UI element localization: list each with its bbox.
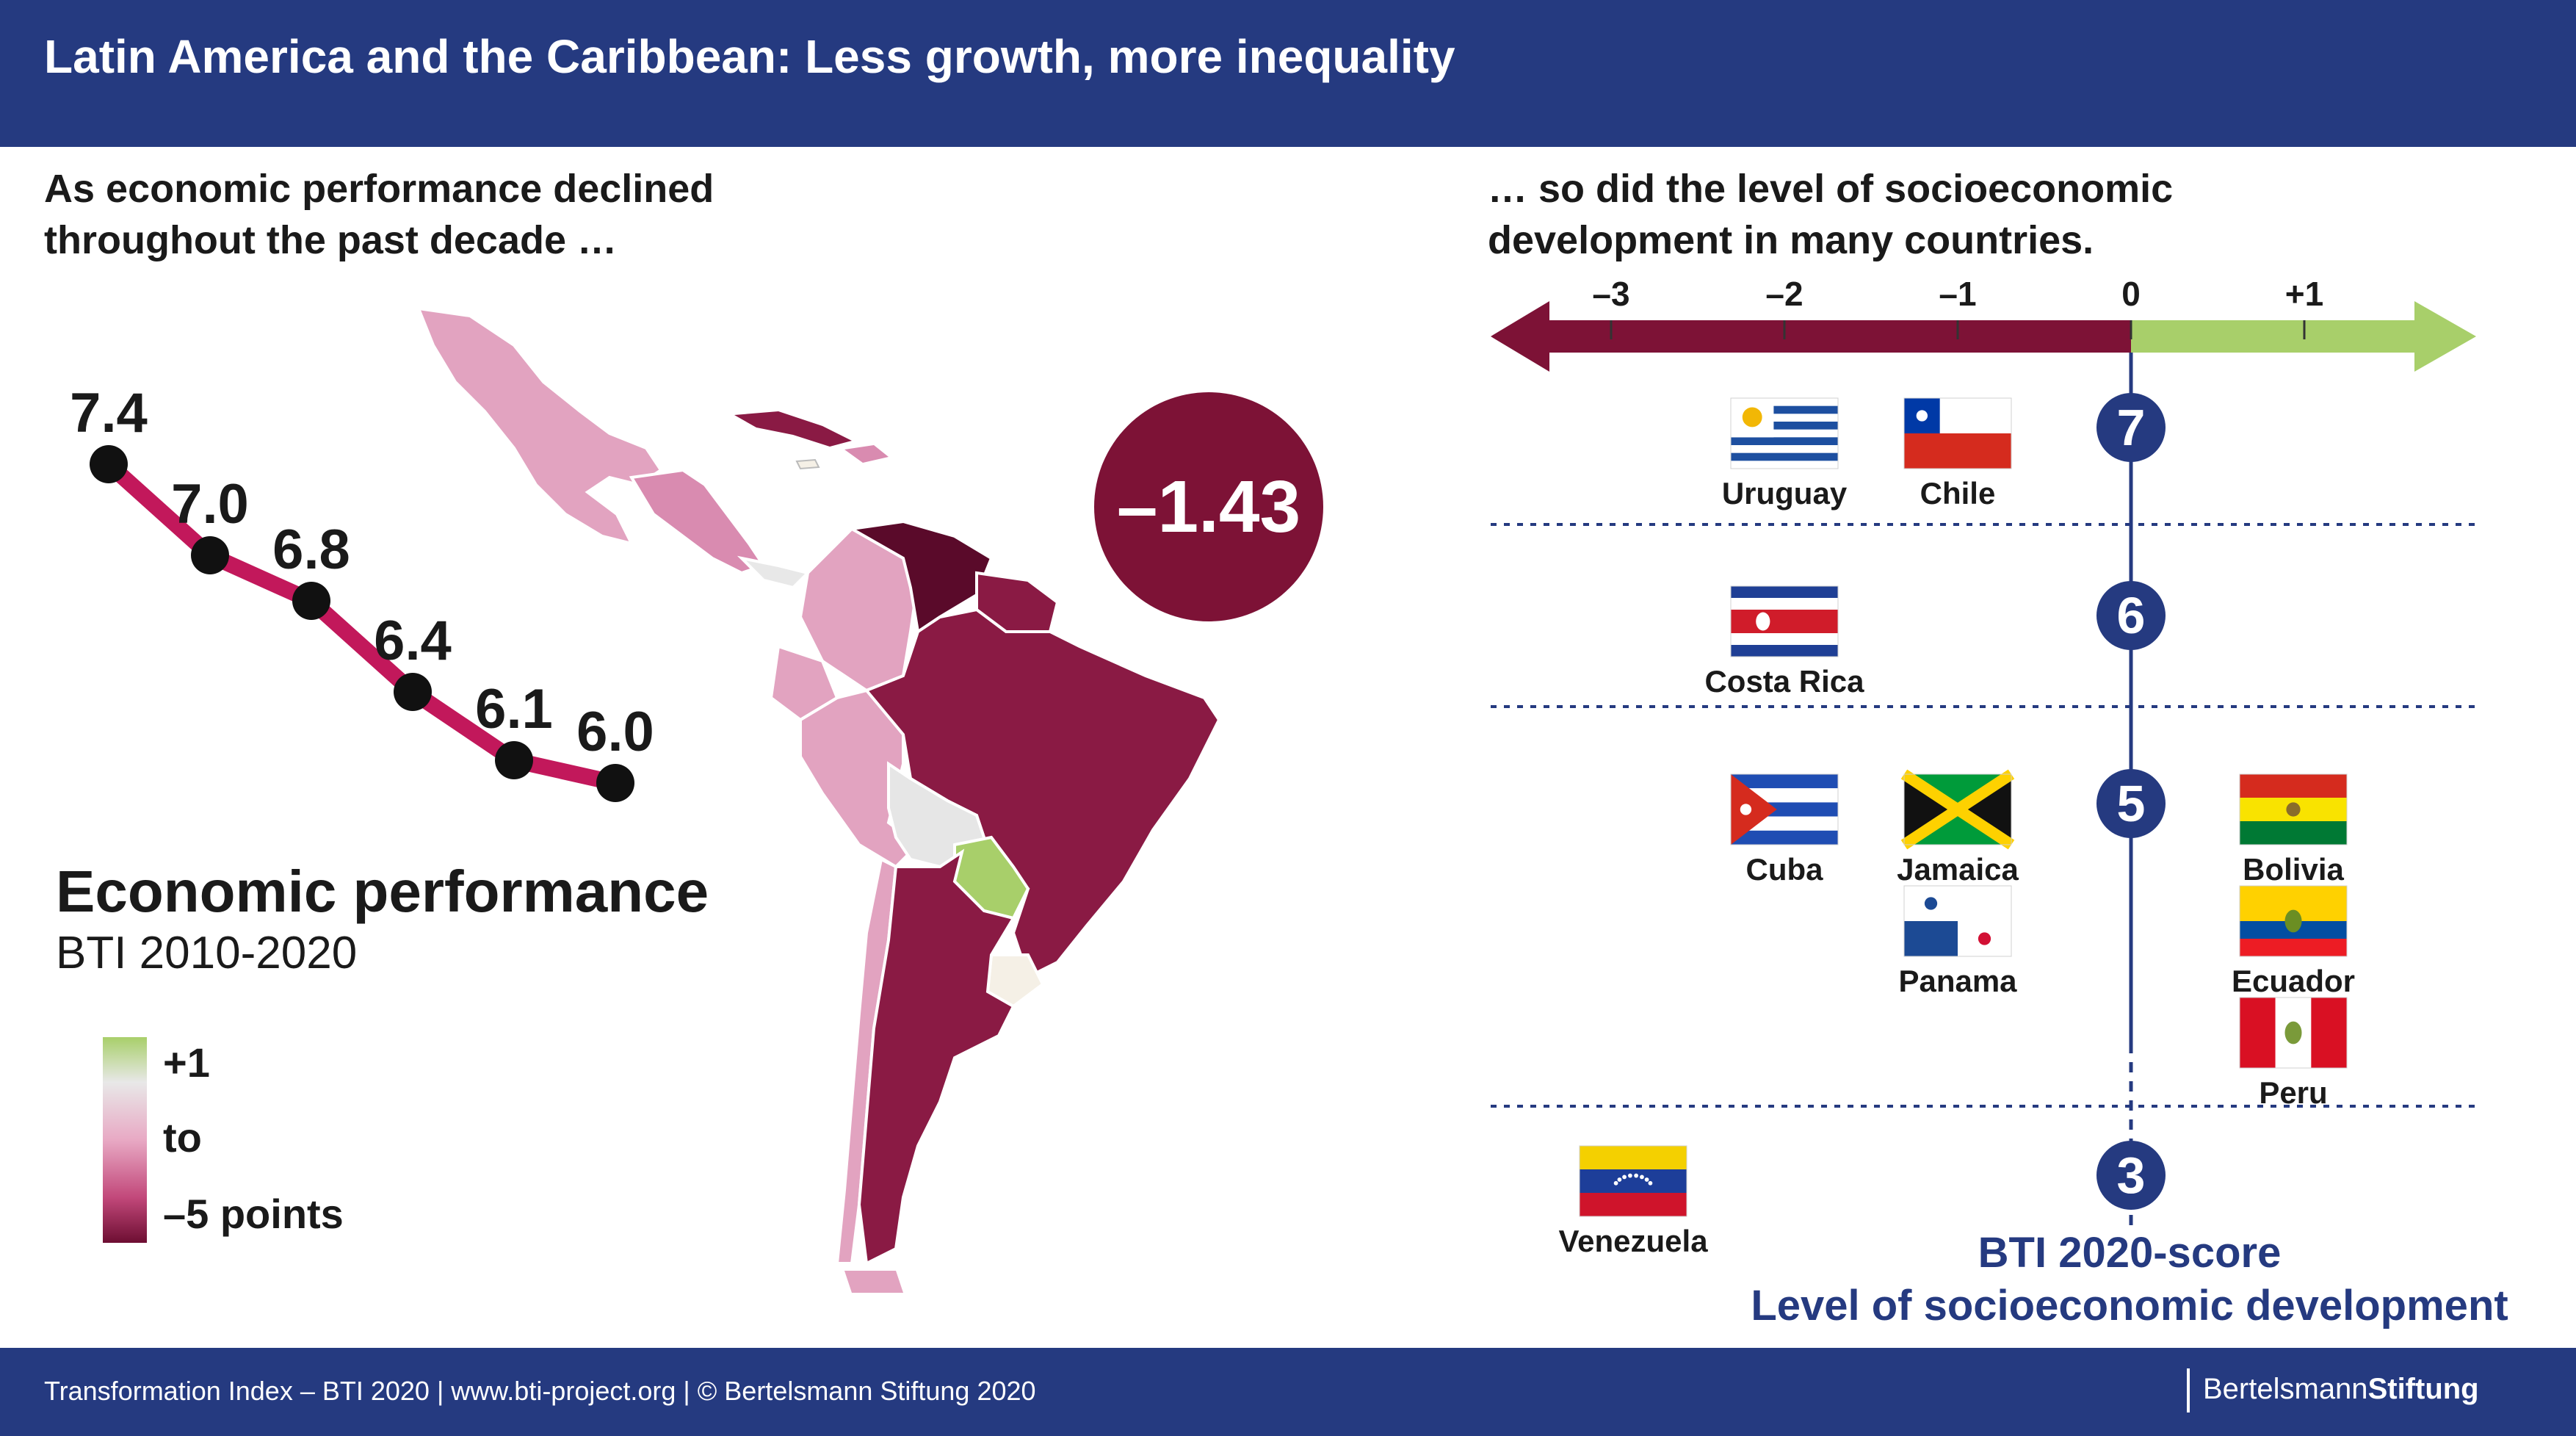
country-label: Ecuador xyxy=(2232,964,2355,998)
uruguay-flag-icon xyxy=(1730,397,1839,469)
map-hispaniola xyxy=(844,445,889,463)
page-title: Latin America and the Caribbean: Less gr… xyxy=(44,30,1455,83)
line-point-label: 6.0 xyxy=(576,701,654,763)
axis-arrowhead-positive xyxy=(2414,301,2476,372)
change-value: –1.43 xyxy=(1116,465,1301,548)
chile-flag-icon xyxy=(1903,397,2012,469)
x-tick-label: –3 xyxy=(1592,275,1629,313)
venezuela-flag-icon xyxy=(1579,1145,1687,1217)
brand-regular: Bertelsmann xyxy=(2203,1373,2368,1405)
country-point-peru: Peru xyxy=(2239,997,2348,1110)
score-circle-label: 7 xyxy=(2117,399,2146,456)
left-title-line-1: As economic performance declined xyxy=(44,167,714,211)
map-cuba xyxy=(734,411,852,447)
line-point-label: 7.0 xyxy=(171,473,249,535)
country-label: Costa Rica xyxy=(1704,664,1864,699)
country-point-jamaica: Jamaica xyxy=(1897,769,2019,887)
bti-axis-label-line-2: Level of socioeconomic development xyxy=(1751,1282,2508,1329)
country-point-chile: Chile xyxy=(1903,397,2012,510)
axis-arrow-negative xyxy=(1527,320,2131,353)
line-point xyxy=(596,764,634,802)
country-label: Peru xyxy=(2259,1075,2327,1110)
legend-top-label: +1 xyxy=(163,1039,210,1086)
country-label: Venezuela xyxy=(1558,1224,1708,1258)
peru-flag-icon xyxy=(2239,997,2348,1069)
legend-mid-label: to xyxy=(163,1114,202,1161)
legend-bottom-label: –5 points xyxy=(163,1191,344,1237)
economic-performance-subtitle: BTI 2010-2020 xyxy=(56,928,358,978)
x-tick-label: 0 xyxy=(2121,275,2141,313)
country-label: Chile xyxy=(1920,476,1996,510)
map-tierra-del-fuego xyxy=(844,1271,903,1293)
score-circle-label: 5 xyxy=(2117,775,2146,832)
x-tick-label: –2 xyxy=(1765,275,1803,313)
left-title-line-2: throughout the past decade … xyxy=(44,218,618,262)
country-point-panama: Panama xyxy=(1898,885,2017,998)
right-section-title: … so did the level of socioeconomic deve… xyxy=(1488,163,2173,266)
bti-axis-label-line-1: BTI 2020-score xyxy=(1978,1229,2282,1277)
line-point-label: 7.4 xyxy=(70,382,148,444)
ecuador-flag-icon xyxy=(2239,885,2348,957)
economic-performance-title: Economic performance xyxy=(56,859,709,924)
country-point-cuba: Cuba xyxy=(1730,773,1839,887)
line-point xyxy=(191,536,229,574)
line-point xyxy=(394,673,432,711)
country-point-costa-rica: Costa Rica xyxy=(1704,585,1864,699)
cuba-flag-icon xyxy=(1730,773,1839,845)
bertelsmann-logo: BertelsmannStiftung xyxy=(2203,1373,2479,1406)
line-point xyxy=(292,582,330,620)
map-venezuela xyxy=(847,519,994,635)
right-title-line-1: … so did the level of socioeconomic xyxy=(1488,167,2174,211)
country-point-bolivia: Bolivia xyxy=(2239,773,2348,887)
map-jamaica xyxy=(795,458,820,470)
country-label: Uruguay xyxy=(1722,476,1848,510)
map-panama xyxy=(737,555,811,590)
country-point-ecuador: Ecuador xyxy=(2232,885,2355,998)
change-value-circle: –1.43 xyxy=(1094,392,1323,621)
map-argentina xyxy=(857,848,1016,1266)
score-circle xyxy=(2096,769,2166,838)
score-circle-label: 6 xyxy=(2117,587,2146,644)
panama-flag-icon xyxy=(1903,885,2012,957)
line-point xyxy=(90,445,128,483)
legend-color-scale xyxy=(103,1037,147,1243)
country-label: Panama xyxy=(1898,964,2017,998)
line-point xyxy=(495,741,533,779)
brand-bold: Stiftung xyxy=(2367,1373,2479,1405)
score-circle xyxy=(2096,393,2166,462)
score-circle xyxy=(2096,1141,2166,1210)
country-label: Jamaica xyxy=(1897,852,2019,887)
x-tick-label: –1 xyxy=(1939,275,1976,313)
jamaica-flag-icon xyxy=(1900,769,2015,850)
country-point-uruguay: Uruguay xyxy=(1722,397,1848,510)
country-label: Cuba xyxy=(1746,852,1824,887)
country-label: Bolivia xyxy=(2243,852,2344,887)
left-section-title: As economic performance declined through… xyxy=(44,163,714,266)
footer-credit: Transformation Index – BTI 2020 | www.bt… xyxy=(44,1376,1036,1406)
score-circle xyxy=(2096,581,2166,650)
brand-divider xyxy=(2187,1368,2190,1412)
axis-arrow-positive xyxy=(2131,320,2425,353)
costa-rica-flag-icon xyxy=(1730,585,1839,657)
map-mexico xyxy=(416,306,663,546)
bolivia-flag-icon xyxy=(2239,773,2348,845)
right-title-line-2: development in many countries. xyxy=(1488,218,2094,262)
line-point-label: 6.1 xyxy=(475,678,553,740)
footer-bar: Transformation Index – BTI 2020 | www.bt… xyxy=(0,1348,2576,1436)
axis-arrowhead-negative xyxy=(1491,301,1549,372)
score-circle-label: 3 xyxy=(2117,1147,2146,1204)
x-tick-label: +1 xyxy=(2285,275,2323,313)
line-point-label: 6.8 xyxy=(272,519,350,581)
country-point-venezuela: Venezuela xyxy=(1558,1145,1708,1258)
header-bar: Latin America and the Caribbean: Less gr… xyxy=(0,0,2576,147)
line-point-label: 6.4 xyxy=(374,610,452,672)
